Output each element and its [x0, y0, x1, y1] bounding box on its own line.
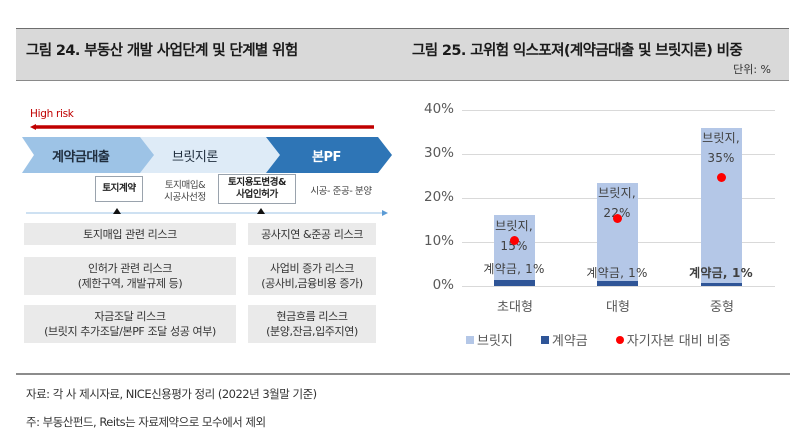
- source-note: 자료: 각 사 제시자료, NICE신용평가 정리 (2022년 3월말 기준): [26, 387, 317, 401]
- exposure-bar-chart: 40% 30% 20% 10% 0% 브릿지, 15% 계약금, 1% 브릿지, 2…: [400, 90, 800, 360]
- event-land-purchase-line2: 시공사선정: [164, 192, 206, 203]
- risk-title: 인허가 관련 리스크: [88, 262, 172, 275]
- figure-24-title: 그림 24. 부동산 개발 사업단계 및 단계별 위험: [26, 43, 298, 59]
- footer-divider: [16, 373, 790, 375]
- y-tick: 30%: [423, 145, 454, 161]
- gridline: [462, 286, 775, 287]
- milestone-marker-icon: [113, 208, 121, 214]
- legend-swatch-icon: [540, 335, 549, 344]
- legend-item-equity-ratio: 자기자본 대비 비중: [615, 330, 731, 349]
- footnote: 주: 부동산펀드, Reits는 자료제약으로 모수에서 제외: [26, 415, 266, 429]
- gridline: [462, 154, 775, 155]
- label-contract-large: 계약금, 1%: [586, 266, 648, 280]
- legend-label: 브릿지: [477, 334, 513, 349]
- risk-funding: 자금조달 리스크 (브릿지 추가조달/본PF 조달 성공 여부): [24, 305, 236, 343]
- x-category: 초대형: [497, 300, 533, 315]
- high-risk-arrow-icon: [30, 124, 374, 130]
- figure-25-header: 그림 25. 고위험 익스포져(계약금대출 및 브릿지론) 비중 단위: %: [390, 28, 789, 81]
- stage-label-contract-loan: 계약금대출: [52, 150, 110, 165]
- risk-detail: (제한구역, 개발규제 등): [77, 277, 183, 290]
- risk-detail: (공사비,금융비용 증가): [261, 277, 363, 290]
- label-bridge-ultra-large: 브릿지, 15%: [495, 219, 533, 253]
- label-contract-mid: 계약금, 1%: [689, 266, 753, 280]
- high-risk-label: High risk: [30, 108, 74, 120]
- risk-title: 토지매입 관련 리스크: [83, 227, 177, 241]
- stage-label-bridge-loan: 브릿지론: [172, 150, 218, 165]
- bar-bridge-ultra-large: [494, 215, 535, 281]
- legend-item-bridge: 브릿지: [466, 330, 513, 349]
- event-land-contract: 토지계약: [95, 176, 143, 202]
- risk-detail: (브릿지 추가조달/본PF 조달 성공 여부): [44, 325, 216, 338]
- risk-construction-delay: 공사지연 &준공 리스크: [248, 223, 376, 245]
- equity-ratio-marker: [613, 214, 622, 223]
- risk-detail: (분양,잔금,입주지연): [266, 325, 358, 338]
- label-bridge-large: 브릿지, 22%: [598, 186, 636, 220]
- equity-ratio-marker: [510, 236, 519, 245]
- figure-25-title: 그림 25. 고위험 익스포져(계약금대출 및 브릿지론) 비중: [412, 43, 743, 59]
- event-construction-sale: 시공- 준공- 분양: [310, 186, 372, 197]
- risk-title: 자금조달 리스크: [94, 310, 166, 323]
- x-category: 대형: [606, 300, 630, 315]
- risk-cost-increase: 사업비 증가 리스크 (공사비,금융비용 증가): [248, 257, 376, 295]
- legend-label: 계약금: [551, 334, 588, 349]
- stage-chevrons: 계약금대출 브릿지론 본PF: [22, 137, 392, 173]
- legend-swatch-icon: [466, 335, 474, 344]
- event-zoning-permit-line1: 토지용도변경&: [228, 177, 286, 188]
- chart-legend: 브릿지 계약금 자기자본 대비 비중: [466, 330, 759, 349]
- risk-land-purchase: 토지매입 관련 리스크: [24, 223, 236, 245]
- event-milestones: 토지계약 토지매입& 시공사선정 토지용도변경& 사업인허가 시공- 준공- 분…: [0, 174, 400, 214]
- bar-contract-mid: [701, 283, 742, 286]
- bar-bridge-large: [597, 183, 638, 281]
- risk-cash-flow: 현금흐름 리스크 (분양,잔금,입주지연): [248, 305, 376, 343]
- bar-contract-ultra-large: [494, 280, 535, 286]
- chevron-shapes: [22, 137, 392, 173]
- milestone-marker-icon: [257, 208, 265, 214]
- label-bridge-mid: 브릿지, 35%: [702, 131, 740, 165]
- gridline: [462, 110, 775, 111]
- unit-label: 단위: %: [733, 63, 771, 76]
- event-zoning-permit-line2: 사업인허가: [236, 189, 278, 200]
- y-tick: 0%: [432, 277, 454, 293]
- y-tick: 10%: [423, 233, 454, 249]
- risk-title: 현금흐름 리스크: [276, 310, 348, 323]
- bar-bridge-mid: [701, 128, 742, 283]
- y-tick: 40%: [423, 101, 454, 117]
- risk-title: 공사지연 &준공 리스크: [261, 227, 363, 241]
- y-tick: 20%: [423, 189, 454, 205]
- event-zoning-permit: 토지용도변경& 사업인허가: [218, 174, 296, 204]
- x-category: 중형: [710, 300, 734, 315]
- timeline-arrow-icon: [26, 210, 388, 216]
- figure-24-header: 그림 24. 부동산 개발 사업단계 및 단계별 위험: [16, 28, 390, 81]
- legend-item-contract: 계약금: [540, 330, 588, 349]
- risk-title: 사업비 증가 리스크: [270, 262, 354, 275]
- event-land-purchase-line1: 토지매입&: [164, 180, 206, 191]
- label-contract-ultra-large: 계약금, 1%: [483, 262, 545, 276]
- legend-label: 자기자본 대비 비중: [626, 334, 731, 349]
- risk-permit: 인허가 관련 리스크 (제한구역, 개발규제 등): [24, 257, 236, 295]
- equity-ratio-marker: [717, 173, 726, 182]
- stage-label-main-pf: 본PF: [312, 150, 341, 165]
- bar-contract-large: [597, 281, 638, 286]
- event-land-purchase: 토지매입& 시공사선정: [155, 180, 215, 204]
- legend-dot-icon: [615, 335, 624, 344]
